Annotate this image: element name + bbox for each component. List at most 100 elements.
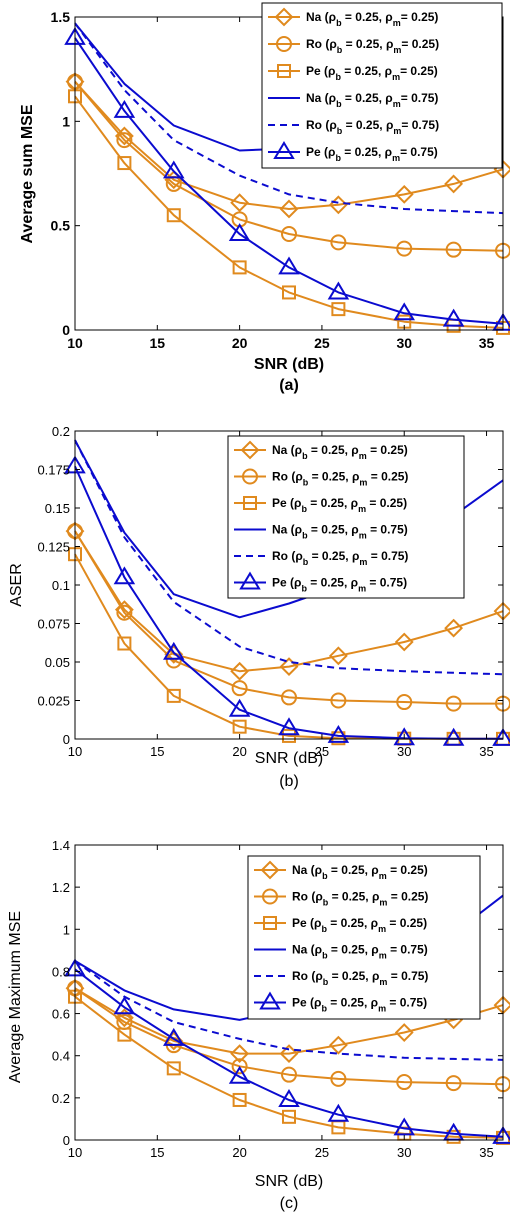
series-1 bbox=[65, 978, 510, 1064]
data-point-marker bbox=[166, 1061, 181, 1076]
series-line bbox=[74, 995, 504, 1139]
data-point-marker bbox=[166, 208, 181, 223]
legend-box bbox=[227, 435, 465, 599]
panel-caption: (a) bbox=[279, 377, 299, 394]
x-tick-label: 20 bbox=[232, 1145, 246, 1160]
y-tick-label: 0.6 bbox=[52, 1007, 70, 1022]
y-tick-label: 0.8 bbox=[52, 964, 70, 979]
legend-label: Ro (ρb = 0.25, ρm = 0.25) bbox=[272, 470, 408, 488]
data-point-marker bbox=[328, 646, 348, 666]
legend-entry: Pe (ρb = 0.25, ρm = 0.75) bbox=[234, 571, 407, 594]
data-point-marker bbox=[396, 694, 413, 711]
legend-label: Ro (ρb = 0.25, ρm= 0.25) bbox=[306, 37, 439, 55]
data-point-marker bbox=[282, 728, 296, 743]
series-line bbox=[74, 530, 504, 673]
legend-entry: Na (ρb = 0.25, ρm= 0.25) bbox=[268, 7, 438, 28]
legend-entry: Ro (ρb = 0.25, ρm = 0.75) bbox=[234, 549, 408, 567]
y-tick-label: 0 bbox=[63, 732, 70, 747]
x-tick-label: 25 bbox=[314, 335, 330, 351]
series-line bbox=[74, 22, 504, 215]
series-line bbox=[74, 987, 504, 1086]
data-point-marker bbox=[328, 1035, 348, 1055]
data-point-marker bbox=[492, 727, 510, 746]
series-line bbox=[74, 987, 504, 1055]
legend-marker bbox=[262, 888, 278, 905]
x-tick-label: 15 bbox=[150, 1145, 164, 1160]
data-point-marker bbox=[228, 223, 251, 242]
x-tick-label: 10 bbox=[67, 335, 83, 351]
legend-marker bbox=[240, 440, 260, 460]
data-point-marker bbox=[116, 604, 133, 621]
y-axis-label: Average Maximum MSE bbox=[7, 911, 24, 1083]
data-point-marker bbox=[230, 193, 250, 213]
data-point-marker bbox=[232, 1092, 247, 1107]
y-tick-label: 1.2 bbox=[52, 880, 70, 895]
data-point-marker bbox=[282, 285, 296, 300]
data-point-marker bbox=[331, 302, 346, 317]
data-point-marker bbox=[393, 1117, 415, 1136]
data-point-marker bbox=[396, 240, 413, 257]
y-tick-label: 0.125 bbox=[37, 540, 70, 555]
axes-box bbox=[74, 844, 504, 1141]
legend-entry: Ro (ρb = 0.25, ρm = 0.75) bbox=[254, 969, 428, 987]
legend-entry: Pe (ρb = 0.25, ρm= 0.75) bbox=[268, 141, 438, 163]
y-tick-label: 0 bbox=[63, 1133, 70, 1148]
legend-entry: Na (ρb = 0.25, ρm = 0.25) bbox=[254, 860, 428, 881]
data-point-marker bbox=[281, 226, 297, 243]
legend-entry: Na (ρb = 0.25, ρm = 0.75) bbox=[234, 523, 408, 541]
legend-marker bbox=[277, 64, 291, 78]
y-tick-label: 0 bbox=[62, 322, 70, 338]
data-point-marker bbox=[279, 1044, 299, 1064]
x-tick-label: 10 bbox=[68, 744, 82, 759]
data-point-marker bbox=[232, 719, 247, 734]
legend-entry: Ro (ρb = 0.25, ρm= 0.25) bbox=[268, 36, 439, 55]
data-point-marker bbox=[330, 692, 347, 709]
data-point-marker bbox=[327, 724, 350, 743]
data-point-marker bbox=[394, 184, 414, 204]
data-point-marker bbox=[163, 641, 185, 660]
data-point-marker bbox=[163, 1027, 185, 1046]
data-point-marker bbox=[113, 99, 136, 118]
y-tick-label: 0.025 bbox=[37, 694, 70, 709]
legend-marker bbox=[242, 468, 258, 485]
x-tick-label: 25 bbox=[315, 744, 329, 759]
legend-entry: Na (ρb = 0.25, ρm = 0.75) bbox=[254, 943, 428, 961]
chart-a: 10 15 20 25 30 35 0 0.5 1 1.5 SNR (dB) Average sum … bbox=[19, 2, 510, 394]
data-point-marker bbox=[231, 680, 248, 697]
y-axis-label: ASER bbox=[8, 563, 25, 607]
data-point-marker bbox=[113, 996, 136, 1015]
x-tick-label: 20 bbox=[232, 744, 246, 759]
data-point-marker bbox=[278, 256, 300, 275]
series-6 bbox=[64, 26, 510, 331]
x-tick-label: 30 bbox=[397, 744, 411, 759]
series-5 bbox=[74, 22, 504, 215]
legend-marker bbox=[239, 571, 261, 590]
legend-label: Na (ρb = 0.25, ρm = 0.75) bbox=[292, 943, 428, 961]
legend: Na (ρb = 0.25, ρm= 0.25) Ro (ρb = 0.25, ρ… bbox=[261, 2, 503, 169]
data-point-marker bbox=[231, 1058, 248, 1075]
data-point-marker bbox=[327, 281, 350, 300]
legend: Na (ρb = 0.25, ρm = 0.25) Ro (ρb = 0.25, … bbox=[247, 855, 481, 1020]
legend-marker bbox=[276, 36, 292, 52]
legend: Na (ρb = 0.25, ρm = 0.25) Ro (ρb = 0.25, … bbox=[227, 435, 465, 599]
series-line bbox=[74, 960, 504, 1061]
legend-label: Ro (ρb = 0.25, ρm = 0.75) bbox=[272, 549, 408, 567]
legend-label: Ro (ρb = 0.25, ρm= 0.75) bbox=[306, 118, 439, 136]
data-point-marker bbox=[330, 1070, 347, 1087]
data-point-marker bbox=[445, 241, 462, 258]
y-tick-label: 0.2 bbox=[52, 1091, 70, 1106]
legend-entry: Ro (ρb = 0.25, ρm = 0.25) bbox=[234, 468, 408, 488]
y-tick-label: 0.2 bbox=[52, 424, 70, 439]
legend-label: Na (ρb = 0.25, ρm = 0.25) bbox=[272, 443, 408, 461]
y-tick-label: 1 bbox=[63, 922, 70, 937]
x-axis-label: SNR (dB) bbox=[255, 750, 323, 767]
x-tick-label: 35 bbox=[479, 1145, 493, 1160]
x-tick-label: 30 bbox=[397, 1145, 411, 1160]
legend-marker bbox=[263, 916, 277, 930]
legend-label: Na (ρb = 0.25, ρm = 0.25) bbox=[292, 863, 428, 881]
legend-label: Na (ρb = 0.25, ρm= 0.25) bbox=[306, 10, 438, 28]
data-point-marker bbox=[228, 1065, 251, 1084]
legend-label: Pe (ρb = 0.25, ρm= 0.75) bbox=[306, 145, 438, 163]
data-point-marker bbox=[278, 1089, 300, 1107]
